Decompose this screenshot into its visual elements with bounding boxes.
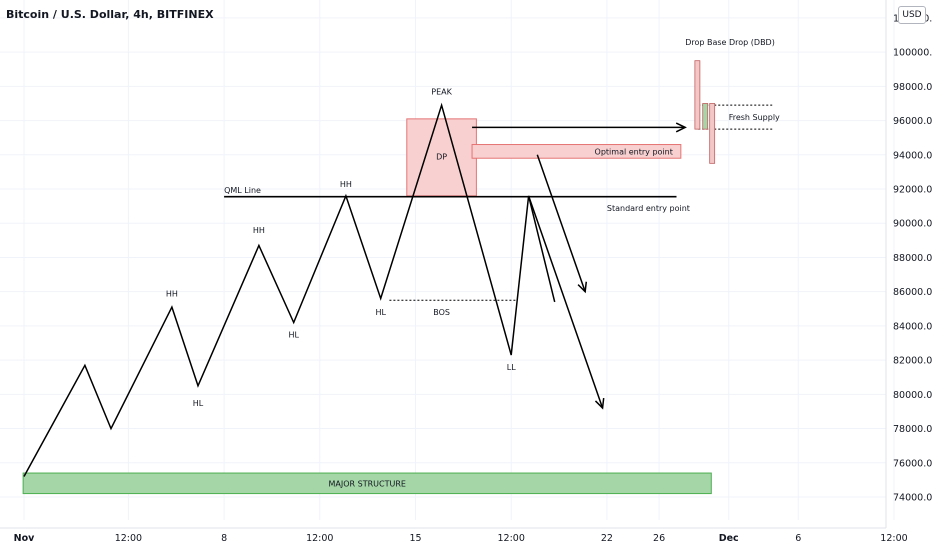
swing-label: PEAK xyxy=(431,87,452,96)
series-layer xyxy=(23,102,556,477)
dbd-candle xyxy=(702,103,709,130)
y-tick-label: 84000.0 xyxy=(893,321,932,332)
zone-rect xyxy=(471,144,682,159)
y-tick-label: 82000.0 xyxy=(893,356,932,367)
y-tick-label: 76000.0 xyxy=(893,458,932,469)
grid-lines xyxy=(0,0,895,520)
chart-title: Bitcoin / U.S. Dollar, 4h, BITFINEX xyxy=(6,8,214,21)
time-axis[interactable]: Nov12:00812:001512:002226Dec612:001312:0… xyxy=(0,527,932,544)
zone-rect xyxy=(22,472,712,495)
x-tick-label: 22 xyxy=(601,533,613,544)
arrow-head xyxy=(675,122,687,133)
annotation-label: Standard entry point xyxy=(607,204,690,213)
lines-layer xyxy=(224,104,773,301)
y-tick-label: 92000.0 xyxy=(893,185,932,196)
arrow-head xyxy=(594,398,605,410)
arrows-layer xyxy=(472,122,687,410)
arrow-head xyxy=(577,281,588,294)
structure-line xyxy=(23,102,556,477)
x-tick-label: 6 xyxy=(795,533,801,544)
x-tick-label: 15 xyxy=(409,533,421,544)
swing-label: HL xyxy=(193,399,204,408)
arrow xyxy=(536,154,588,294)
x-tick-label: 12:00 xyxy=(498,533,525,544)
y-tick-label: 90000.0 xyxy=(893,219,932,230)
y-tick-label: 78000.0 xyxy=(893,424,932,435)
x-tick-label: 8 xyxy=(221,533,227,544)
dbd-candles-layer xyxy=(694,60,716,164)
x-tick-label: Dec xyxy=(719,533,739,544)
y-tick-label: 98000.0 xyxy=(893,82,932,93)
x-tick-label: 26 xyxy=(653,533,665,544)
dbd-candle xyxy=(709,103,716,164)
price-axis[interactable]: 74000.0 76000.0 78000.0 80000.0 82000.0 84000… xyxy=(885,0,932,528)
y-tick-label: 100000.0 xyxy=(893,48,932,59)
arrow xyxy=(472,122,687,133)
dbd-candle xyxy=(694,60,701,130)
labels-layer: HH HL HH HL HH HL PEAK LL BOS DP QML Line Standard … xyxy=(166,38,780,408)
swing-label: LL xyxy=(507,363,516,372)
arrow xyxy=(527,195,605,410)
y-tick-label: 96000.0 xyxy=(893,116,932,127)
zone-label: Optimal entry point xyxy=(595,147,673,156)
arrow-shaft xyxy=(536,154,586,292)
annotation-label: Fresh Supply xyxy=(729,113,780,122)
currency-button[interactable]: USD xyxy=(898,6,926,24)
y-tick-label: 80000.0 xyxy=(893,390,932,401)
y-tick-label: 88000.0 xyxy=(893,253,932,264)
y-tick-label: 86000.0 xyxy=(893,287,932,298)
zone-label: MAJOR STRUCTURE xyxy=(328,479,405,488)
annotation-label: BOS xyxy=(433,308,450,317)
swing-label: HH xyxy=(166,289,178,298)
swing-label: HH xyxy=(253,226,265,235)
swing-label: HH xyxy=(340,180,352,189)
annotation-label: QML Line xyxy=(224,186,261,195)
annotation-label: DP xyxy=(436,153,447,162)
zones-layer: MAJOR STRUCTURE Optimal entry point xyxy=(22,118,712,495)
x-tick-label: 12:00 xyxy=(306,533,333,544)
y-tick-label: 74000.0 xyxy=(893,493,932,504)
swing-label: HL xyxy=(375,308,386,317)
x-tick-label: 12:00 xyxy=(115,533,142,544)
arrow-shaft xyxy=(527,195,604,409)
annotation-label: Drop Base Drop (DBD) xyxy=(685,38,775,47)
y-tick-label: 94000.0 xyxy=(893,150,932,161)
x-tick-label: Nov xyxy=(14,533,35,544)
zone-rect xyxy=(406,118,477,197)
swing-label: HL xyxy=(288,330,299,339)
x-tick-label: 12:00 xyxy=(880,533,907,544)
